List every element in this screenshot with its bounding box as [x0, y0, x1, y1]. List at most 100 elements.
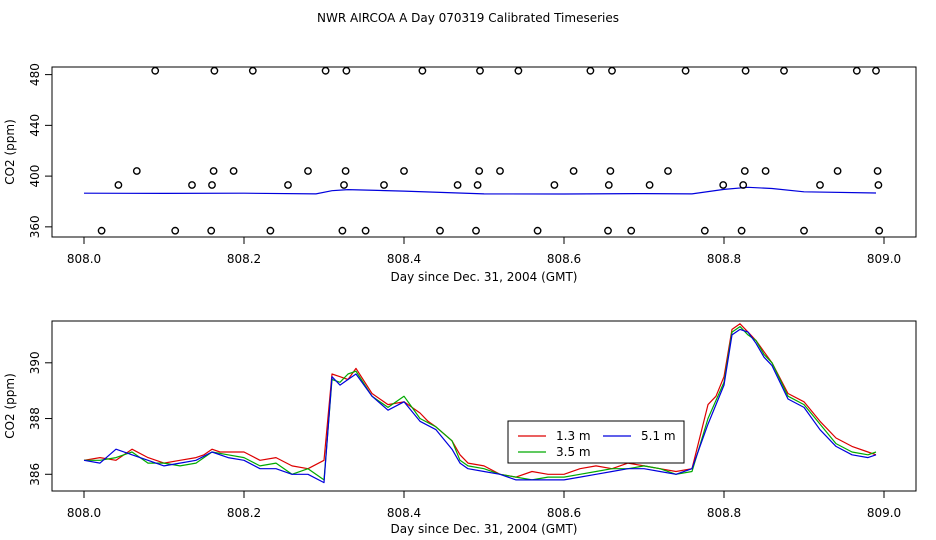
top-plot-frame	[51, 66, 917, 238]
bottom-x-axis-label: Day since Dec. 31, 2004 (GMT)	[391, 522, 578, 536]
calibration-point	[436, 226, 444, 235]
calibration-point	[114, 181, 123, 189]
calibration-point	[472, 226, 480, 235]
top-plot-marks	[83, 66, 884, 235]
calibration-point	[473, 181, 482, 189]
calibration-point	[833, 167, 842, 175]
calibration-point	[664, 167, 672, 175]
top-x-tick-label: 808.2	[227, 252, 261, 266]
legend-box	[507, 420, 685, 464]
calibration-point	[852, 66, 861, 75]
calibration-point	[604, 181, 613, 189]
top-x-axis-label: Day since Dec. 31, 2004 (GMT)	[391, 270, 578, 284]
calibration-point	[681, 66, 690, 75]
calibration-point	[207, 226, 216, 235]
calibration-point	[627, 226, 636, 235]
calibration-point	[248, 66, 257, 75]
calibration-point	[719, 181, 728, 189]
calibration-point	[475, 167, 484, 175]
top-y-axis-label: CO2 (ppm)	[3, 119, 17, 185]
top-x-tick-label: 808.0	[67, 252, 101, 266]
bottom-x-tick-label: 809.0	[867, 506, 901, 520]
bottom-y-tick-label: 386	[28, 463, 42, 486]
top-x-tick-label: 808.6	[547, 252, 581, 266]
calibration-point	[800, 226, 808, 235]
calibration-point	[761, 167, 770, 175]
legend-label-1-3m: 1.3 m	[556, 429, 591, 443]
calibration-point	[229, 167, 238, 175]
calibration-point	[875, 226, 884, 235]
calibration-point	[171, 226, 180, 235]
bottom-panel: 808.0 808.2 808.4 808.6 808.8 809.0 386 388 390…	[3, 320, 917, 536]
bottom-x-tick-label: 808.0	[67, 506, 101, 520]
top-panel: 808.0 808.2 808.4 808.6 808.8 809.0 360 400 440…	[3, 63, 917, 284]
series-line-1-3-m	[83, 323, 877, 478]
calibration-point	[606, 167, 615, 175]
legend-label-3-5m: 3.5 m	[556, 445, 591, 459]
calibration-point	[266, 226, 275, 235]
top-x-tick-label: 809.0	[867, 252, 901, 266]
calibration-point	[338, 226, 347, 235]
calibration-point	[188, 181, 196, 189]
calibration-point	[780, 66, 788, 75]
calibration-point	[340, 181, 348, 189]
top-y-tick-label: 480	[28, 63, 42, 86]
top-y-tick-label: 440	[28, 114, 42, 137]
top-fit-line	[83, 186, 877, 195]
calibration-point	[321, 66, 330, 75]
bottom-y-tick-label: 390	[28, 351, 42, 374]
calibration-point	[132, 167, 141, 175]
top-x-axis: 808.0 808.2 808.4 808.6 808.8 809.0	[67, 237, 901, 266]
calibration-point	[476, 66, 484, 75]
figure-title: NWR AIRCOA A Day 070319 Calibrated Times…	[317, 11, 619, 25]
calibration-point	[700, 226, 709, 235]
calibration-point	[210, 66, 219, 75]
calibration-point	[872, 66, 880, 75]
top-x-tick-label: 808.8	[707, 252, 741, 266]
bottom-x-tick-label: 808.8	[707, 506, 741, 520]
legend: 1.3 m 3.5 m 5.1 m	[507, 420, 685, 464]
calibration-point	[569, 167, 578, 175]
calibration-point	[816, 181, 824, 189]
calibration-point	[533, 226, 542, 235]
legend-label-5-1m: 5.1 m	[641, 429, 676, 443]
bottom-y-tick-label: 388	[28, 407, 42, 430]
calibration-point	[586, 66, 595, 75]
calibration-point	[151, 66, 160, 75]
calibration-point	[380, 181, 388, 189]
top-y-tick-label: 360	[28, 215, 42, 238]
calibration-point	[645, 181, 654, 189]
calibration-point	[874, 181, 883, 189]
calibration-point	[737, 226, 746, 235]
calibration-point	[304, 167, 312, 175]
calibration-point	[514, 66, 523, 75]
bottom-plot-marks	[83, 323, 877, 484]
bottom-x-tick-label: 808.2	[227, 506, 261, 520]
top-y-tick-label: 400	[28, 165, 42, 188]
calibration-point	[739, 181, 748, 189]
calibration-point	[208, 181, 216, 189]
bottom-y-axis: 386 388 390	[28, 351, 52, 486]
calibration-point	[361, 226, 370, 235]
calibration-point	[741, 66, 750, 75]
top-y-axis: 360 400 440 480	[28, 63, 52, 238]
calibration-point	[209, 167, 218, 175]
calibration-point	[550, 181, 559, 189]
bottom-x-axis: 808.0 808.2 808.4 808.6 808.8 809.0	[67, 491, 901, 520]
bottom-x-tick-label: 808.6	[547, 506, 581, 520]
calibration-point	[604, 226, 612, 235]
bottom-x-tick-label: 808.4	[387, 506, 421, 520]
calibration-point	[608, 66, 616, 75]
calibration-point	[496, 167, 504, 175]
calibration-point	[97, 226, 106, 235]
calibration-point	[453, 181, 462, 189]
bottom-y-axis-label: CO2 (ppm)	[3, 373, 17, 439]
calibration-point	[873, 167, 882, 175]
calibration-point	[341, 167, 350, 175]
series-line-5-1-m	[83, 328, 877, 484]
calibration-point	[400, 167, 408, 175]
calibration-point	[740, 167, 749, 175]
top-x-tick-label: 808.4	[387, 252, 421, 266]
calibration-point	[342, 66, 351, 75]
